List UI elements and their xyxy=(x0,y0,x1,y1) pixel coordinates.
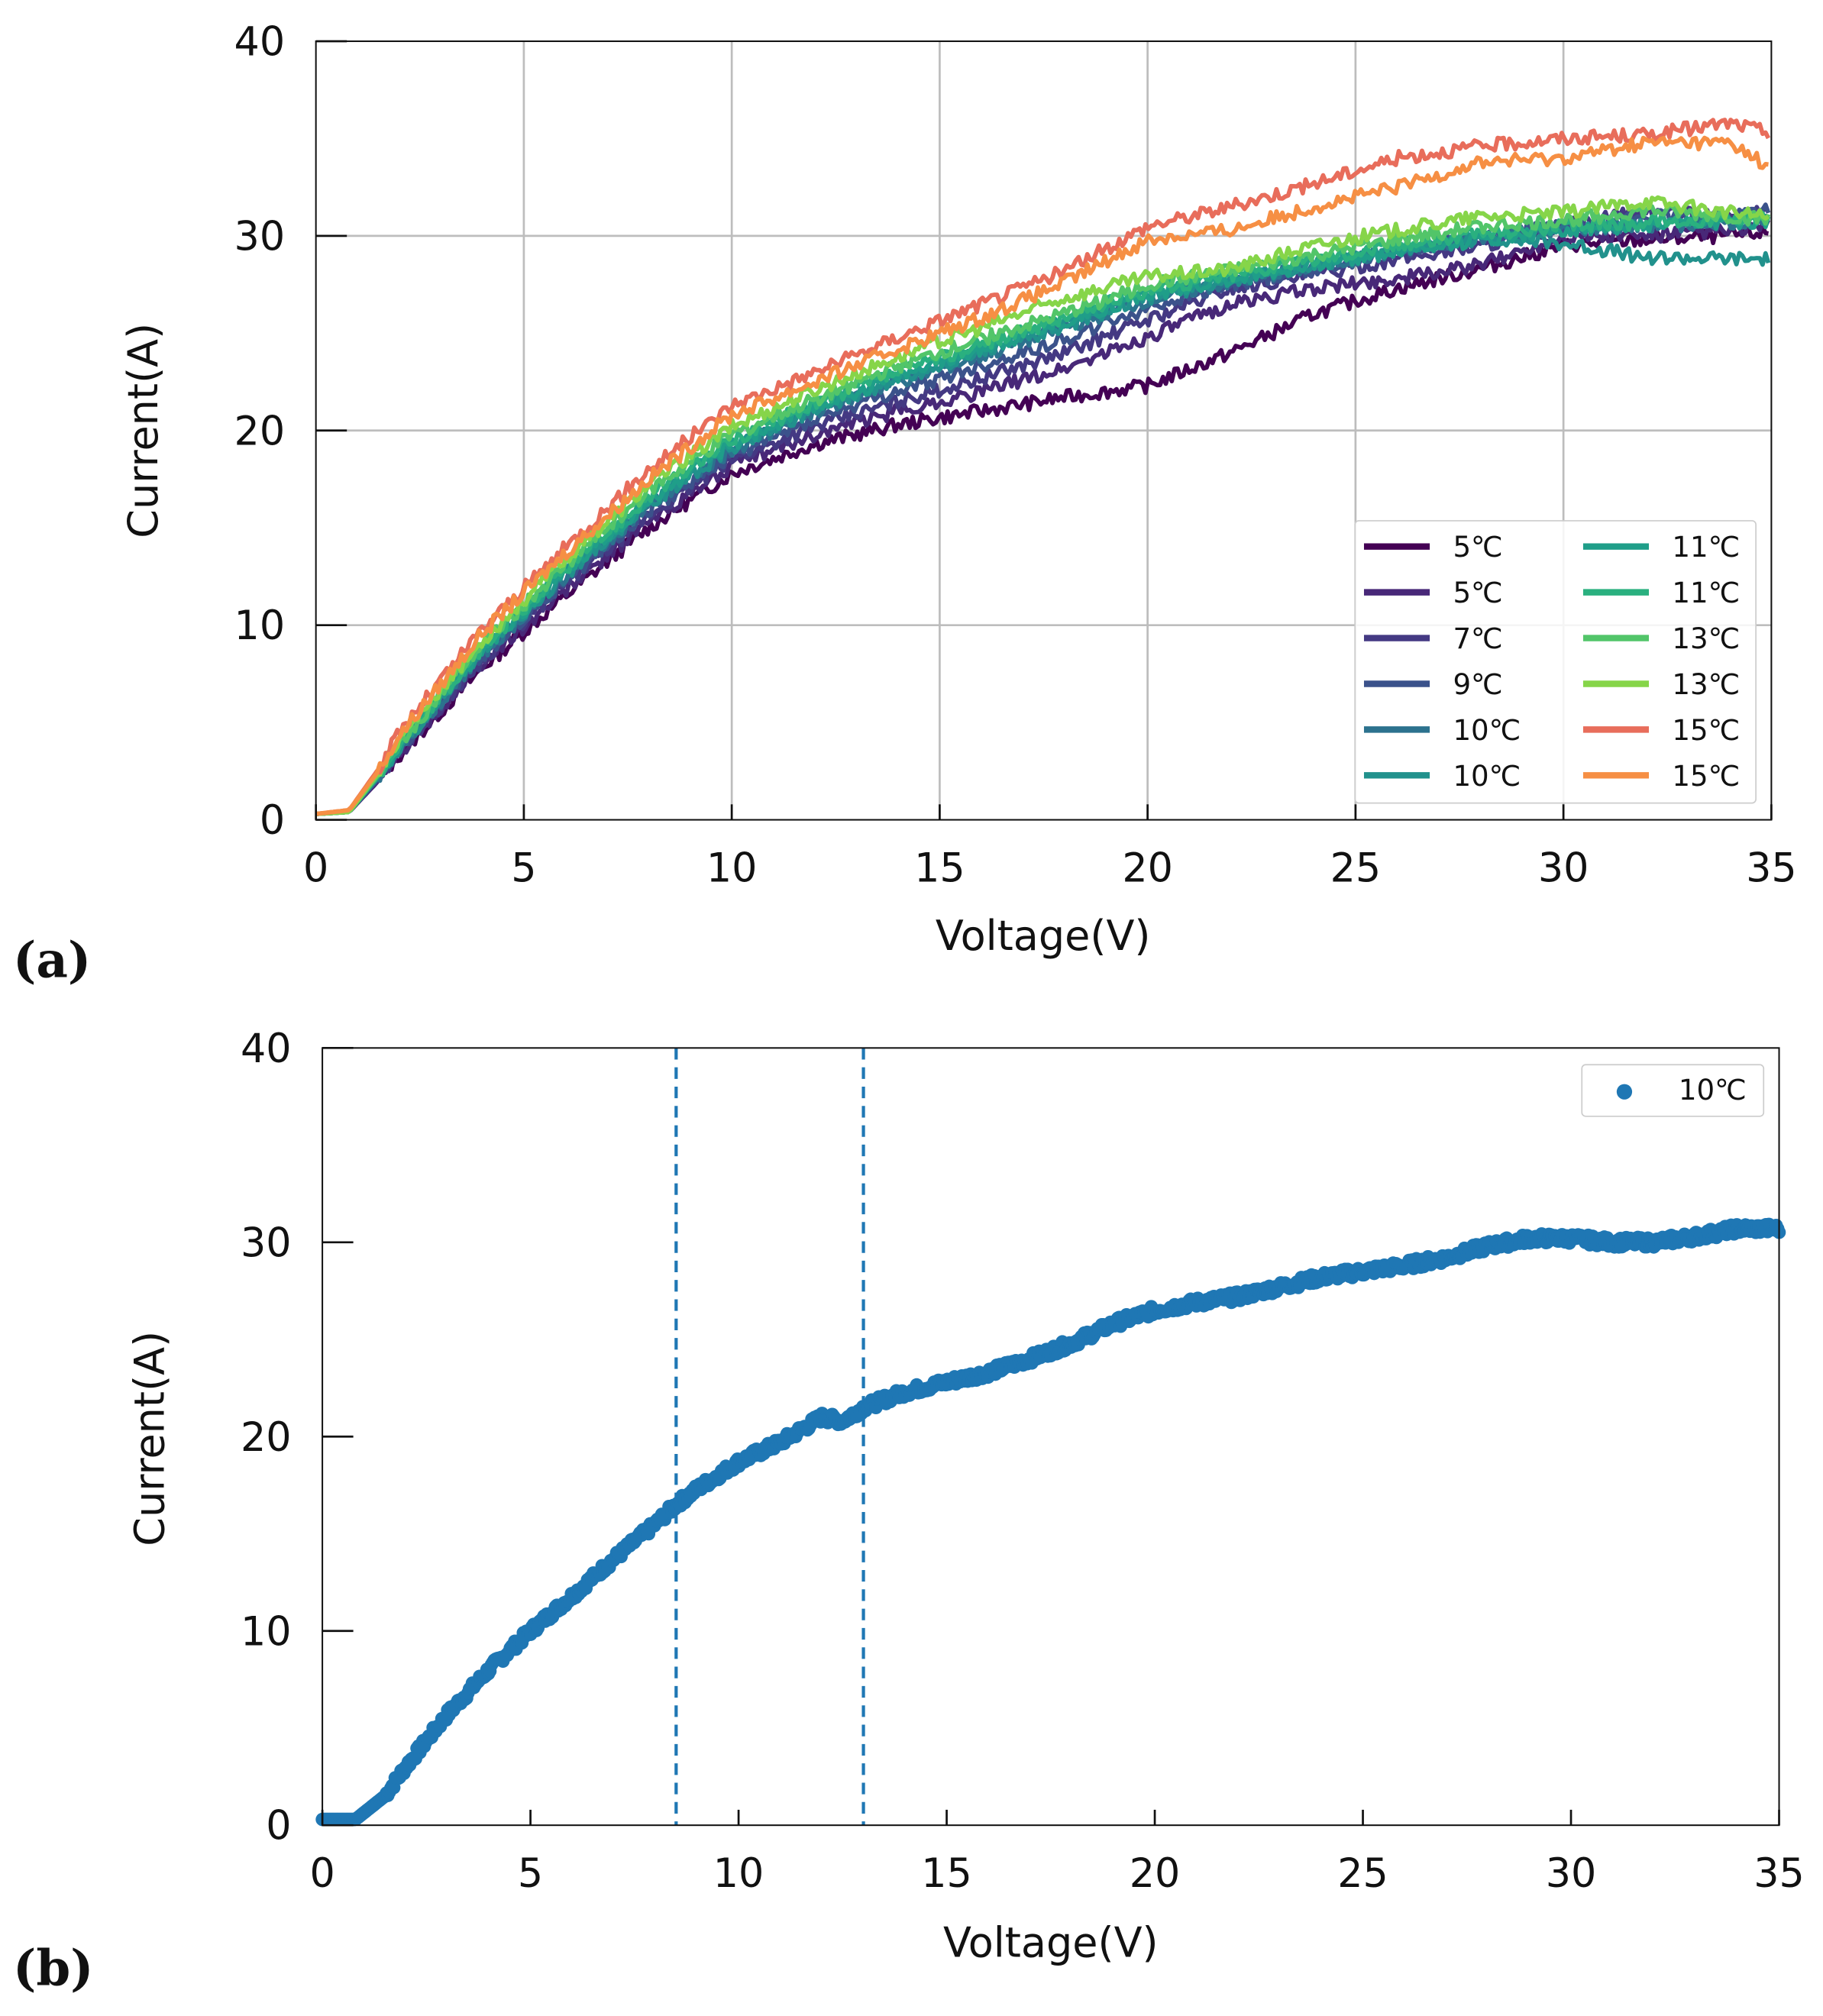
x-tick-label: 0 xyxy=(309,1850,335,1897)
legend-marker xyxy=(1616,1084,1633,1100)
legend-label: 13℃ xyxy=(1672,668,1740,701)
legend-label: 10℃ xyxy=(1453,760,1521,793)
dashed-vlines-b xyxy=(674,1048,865,1826)
y-tick-label: 40 xyxy=(234,19,286,66)
series-line xyxy=(315,135,1769,816)
x-tick-label: 35 xyxy=(1746,845,1797,892)
legend-label: 7℃ xyxy=(1453,622,1502,655)
chart-panel-a: 0 5 10 15 20 25 30 35 0 10 20 30 40 5℃ 5℃ 7℃ 9℃ 10℃ 10℃ 11… xyxy=(13,19,1797,990)
y-tick-label: 0 xyxy=(260,797,285,844)
legend-label: 10℃ xyxy=(1453,714,1521,747)
legend-box xyxy=(1581,1064,1765,1117)
x-tick-label: 10 xyxy=(706,845,758,892)
legend-a: 5℃ 5℃ 7℃ 9℃ 10℃ 10℃ 11℃ 11℃ 13℃ 13℃ 15℃ 15℃ xyxy=(1354,520,1757,804)
legend-label: 5℃ xyxy=(1453,577,1502,609)
ticks-a: 0 5 10 15 20 25 30 35 0 10 20 30 40 xyxy=(234,19,1797,892)
legend-label: 13℃ xyxy=(1672,622,1740,655)
legend-label: 11℃ xyxy=(1672,531,1740,564)
y-tick-label: 30 xyxy=(241,1220,292,1266)
y-axis-label-b: Current(A) xyxy=(125,1331,173,1546)
x-tick-label: 30 xyxy=(1538,845,1589,892)
y-tick-label: 30 xyxy=(234,213,286,260)
legend-label: 11℃ xyxy=(1672,577,1740,609)
plot-frame-b xyxy=(322,1047,1780,1827)
x-tick-label: 25 xyxy=(1330,845,1382,892)
x-tick-label: 10 xyxy=(713,1850,764,1897)
y-tick-label: 10 xyxy=(234,603,286,649)
x-tick-label: 25 xyxy=(1337,1850,1388,1897)
x-tick-label: 0 xyxy=(303,845,328,892)
y-tick-label: 0 xyxy=(266,1803,291,1850)
scatter-points-b xyxy=(315,1217,1786,1827)
legend-box xyxy=(1354,520,1757,804)
x-tick-label: 35 xyxy=(1754,1850,1805,1897)
series-lines-a xyxy=(315,118,1771,816)
legend-label: 5℃ xyxy=(1453,531,1502,564)
x-tick-label: 20 xyxy=(1130,1850,1181,1897)
ticks-b: 0 5 10 15 20 25 30 35 0 10 20 30 40 xyxy=(241,1026,1805,1897)
panel-label-b: (b) xyxy=(13,1940,94,1997)
series-line xyxy=(315,208,1770,816)
x-tick-label: 15 xyxy=(921,1850,972,1897)
x-tick-label: 20 xyxy=(1122,845,1173,892)
series-line xyxy=(315,195,1770,816)
chart-panel-b: 0 5 10 15 20 25 30 35 0 10 20 30 40 10℃ Voltage(V) C… xyxy=(13,1026,1805,1998)
y-tick-label: 20 xyxy=(234,408,286,454)
series-line xyxy=(315,118,1771,816)
x-axis-label-b: Voltage(V) xyxy=(943,1918,1159,1966)
x-axis-label-a: Voltage(V) xyxy=(936,912,1151,960)
legend-label: 9℃ xyxy=(1453,668,1502,701)
x-tick-label: 5 xyxy=(518,1850,543,1897)
x-tick-label: 5 xyxy=(511,845,536,892)
y-tick-label: 10 xyxy=(241,1608,292,1655)
y-tick-label: 40 xyxy=(241,1026,292,1072)
y-axis-label-a: Current(A) xyxy=(119,323,167,538)
series-line xyxy=(315,218,1771,816)
x-tick-label: 15 xyxy=(914,845,965,892)
legend-label: 15℃ xyxy=(1672,760,1740,793)
panel-label-a: (a) xyxy=(13,932,91,989)
legend-label: 10℃ xyxy=(1679,1074,1747,1107)
y-tick-label: 20 xyxy=(241,1414,292,1461)
legend-label: 15℃ xyxy=(1672,714,1740,747)
series-line xyxy=(315,203,1771,816)
legend-b: 10℃ xyxy=(1581,1064,1765,1117)
x-tick-label: 30 xyxy=(1546,1850,1597,1897)
